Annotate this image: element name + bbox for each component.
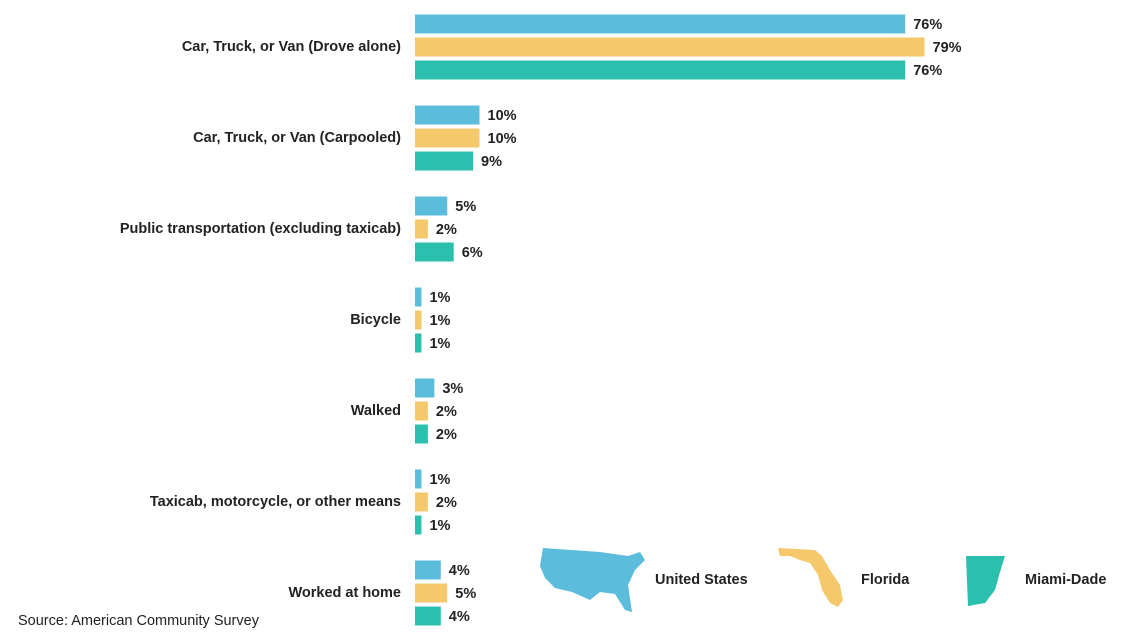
category-label: Public transportation (excluding taxicab…	[120, 221, 401, 237]
legend-label: Florida	[861, 572, 910, 588]
value-label: 1%	[429, 290, 450, 306]
bar	[415, 37, 925, 57]
bar	[415, 196, 448, 216]
value-label: 10%	[488, 131, 517, 147]
value-label: 10%	[488, 108, 517, 124]
legend-icon	[966, 556, 1005, 606]
value-label: 2%	[436, 427, 457, 443]
value-label: 6%	[462, 245, 483, 261]
bar	[415, 128, 480, 148]
value-label: 4%	[449, 563, 470, 579]
bar	[415, 424, 428, 444]
bar	[415, 333, 422, 353]
category-label: Walked	[351, 403, 401, 419]
bar	[415, 287, 422, 307]
value-label: 1%	[429, 518, 450, 534]
bar	[415, 14, 906, 34]
bar	[415, 583, 448, 603]
bar	[415, 515, 422, 535]
bar	[415, 469, 422, 489]
legend-label: United States	[655, 572, 748, 588]
category-label: Taxicab, motorcycle, or other means	[150, 494, 401, 510]
value-label: 2%	[436, 222, 457, 238]
bar	[415, 310, 422, 330]
category-label: Bicycle	[350, 312, 401, 328]
value-label: 2%	[436, 495, 457, 511]
bar	[415, 105, 480, 125]
bar	[415, 219, 428, 239]
value-label: 4%	[449, 609, 470, 625]
bar	[415, 151, 474, 171]
value-label: 9%	[481, 154, 502, 170]
category-label: Car, Truck, or Van (Drove alone)	[182, 39, 401, 55]
value-label: 3%	[442, 381, 463, 397]
bar	[415, 401, 428, 421]
source-note: Source: American Community Survey	[18, 613, 260, 629]
bar	[415, 378, 435, 398]
value-label: 79%	[933, 40, 962, 56]
bar	[415, 60, 906, 80]
bar	[415, 560, 441, 580]
value-label: 5%	[455, 586, 476, 602]
bar	[415, 492, 428, 512]
value-label: 1%	[429, 472, 450, 488]
value-label: 76%	[913, 63, 942, 79]
bar	[415, 242, 454, 262]
legend-icon	[540, 548, 645, 612]
legend-label: Miami-Dade	[1025, 572, 1106, 588]
category-label: Car, Truck, or Van (Carpooled)	[193, 130, 401, 146]
value-label: 5%	[455, 199, 476, 215]
value-label: 2%	[436, 404, 457, 420]
value-label: 76%	[913, 17, 942, 33]
category-label: Worked at home	[288, 585, 401, 601]
legend-icon	[778, 548, 843, 607]
value-label: 1%	[429, 313, 450, 329]
value-label: 1%	[429, 336, 450, 352]
bar	[415, 606, 441, 626]
